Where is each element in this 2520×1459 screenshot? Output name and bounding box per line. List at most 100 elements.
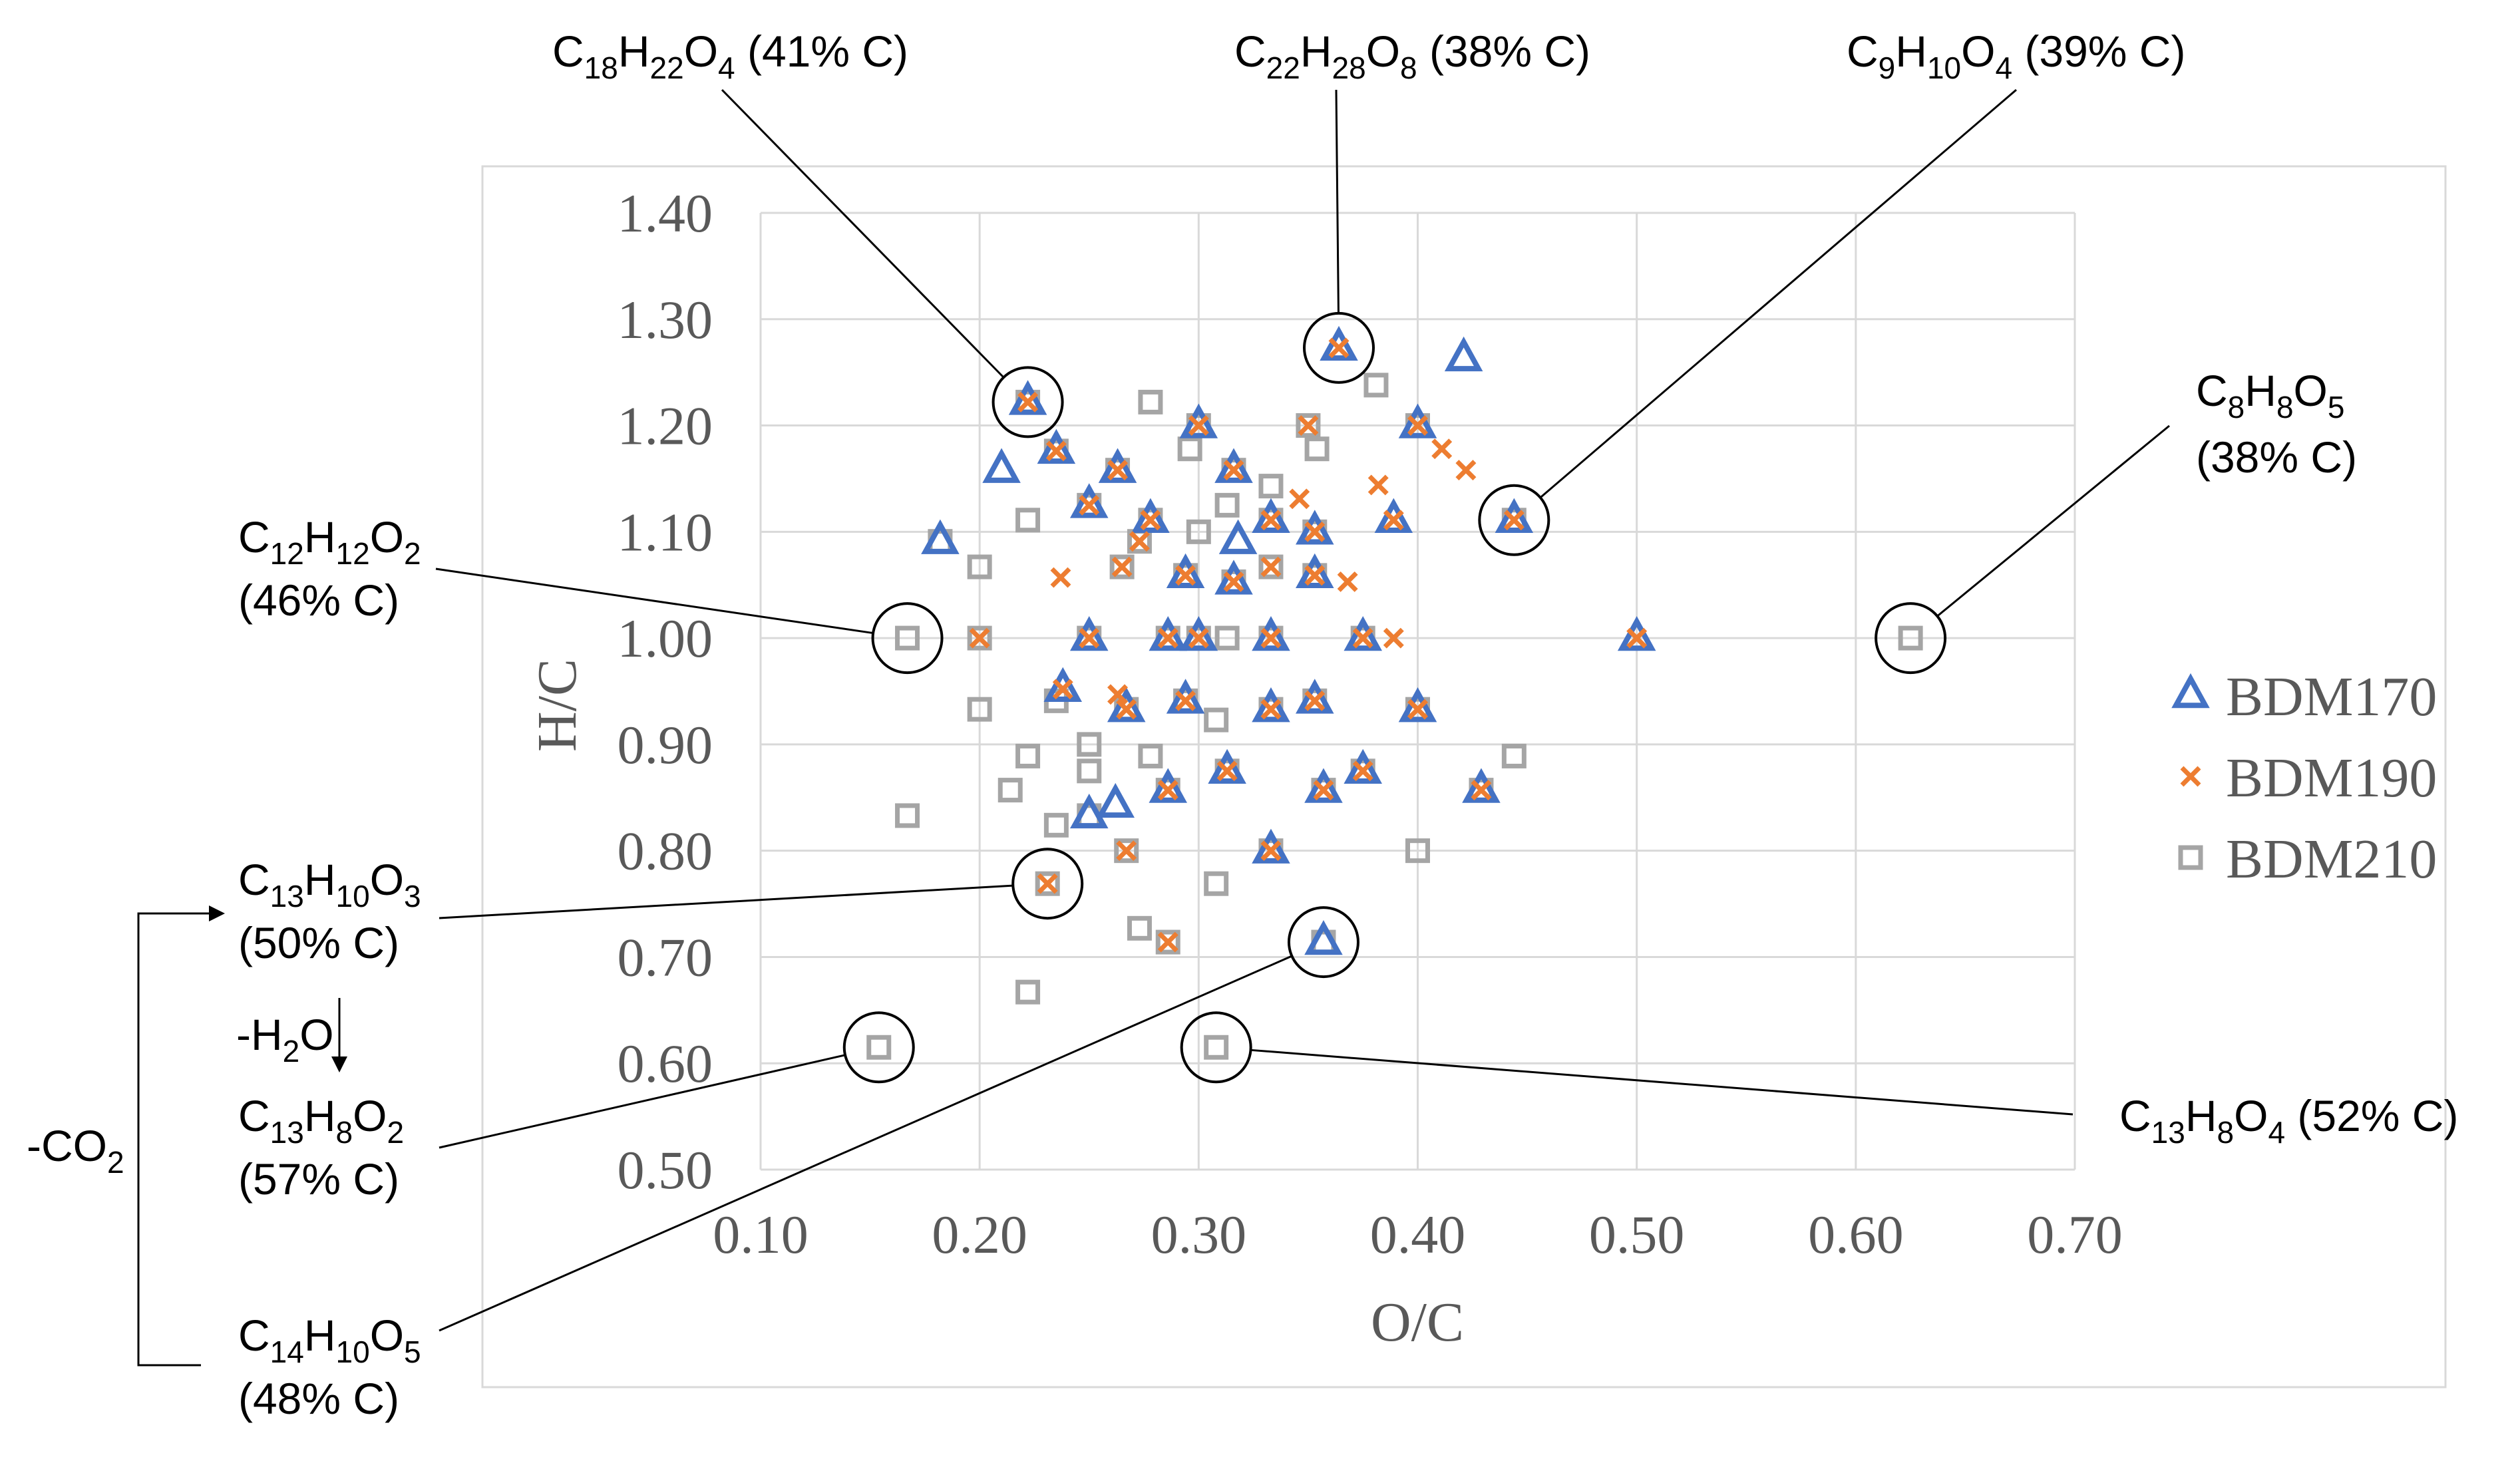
point-bdm170	[1166, 553, 1205, 589]
point-bdm170	[1166, 679, 1205, 714]
callout-leader-line	[439, 884, 1013, 919]
point-bdm170	[1304, 919, 1343, 955]
callout-formula: C14H10O5	[238, 1311, 421, 1369]
point-bdm210	[1077, 732, 1102, 757]
callout-carbon-content: (57% C)	[238, 1154, 399, 1204]
point-bdm170	[1320, 325, 1358, 361]
point-bdm170	[1344, 616, 1382, 651]
point-bdm210	[1177, 436, 1202, 462]
callout-carbon-content: (46% C)	[238, 575, 399, 625]
point-bdm170	[1179, 616, 1218, 651]
point-bdm210	[1043, 812, 1069, 838]
dehydration-arrow-head	[331, 1056, 347, 1072]
callout-circle	[1287, 906, 1359, 979]
point-bdm170	[1462, 768, 1501, 803]
point-bdm190	[1116, 840, 1137, 862]
callout-circle	[1875, 602, 1947, 675]
point-bdm190	[1304, 521, 1326, 542]
callout-leader-line	[439, 1054, 846, 1149]
point-bdm210	[1204, 1035, 1229, 1060]
point-bdm210	[1015, 508, 1041, 533]
legend-label: BDM170	[2226, 666, 2437, 728]
x-tick-label: 0.10	[713, 1204, 809, 1265]
point-bdm190	[1017, 391, 1039, 412]
gridlines	[759, 212, 2076, 1171]
point-bdm210	[1204, 871, 1229, 896]
point-bdm170	[1252, 828, 1290, 864]
point-bdm190	[1626, 627, 1648, 649]
point-bdm190	[1260, 510, 1282, 531]
callout-carbon-content: (48% C)	[238, 1374, 399, 1423]
point-bdm210	[1109, 554, 1135, 579]
point-bdm170	[1214, 560, 1253, 595]
x-axis-ticks: 0.10 0.20 0.30 0.40 0.50 0.60 0.70	[713, 1204, 2123, 1265]
x-tick-label: 0.20	[932, 1204, 1027, 1265]
point-bdm170	[1179, 403, 1218, 438]
point-bdm210	[967, 697, 992, 722]
legend-label: BDM210	[2226, 828, 2437, 890]
point-bdm170	[1344, 748, 1382, 784]
callout-circle	[991, 366, 1064, 438]
point-bdm190	[1313, 780, 1334, 801]
point-bdm190	[1157, 780, 1178, 801]
callout-circle	[1011, 848, 1084, 920]
series-bdm170	[921, 325, 1656, 955]
point-bdm170	[1214, 448, 1253, 483]
point-bdm170	[1398, 687, 1437, 723]
point-bdm170	[1208, 748, 1246, 784]
y-axis-ticks: 0.50 0.60 0.70 0.80 0.90 1.00 1.10 1.20 1.30 1.40	[618, 183, 713, 1200]
callout-leader-line	[435, 567, 874, 635]
point-bdm170	[1037, 428, 1076, 464]
legend: BDM170 BDM190 BDM210	[2171, 666, 2437, 890]
callout-c14h10o5: C14H10O5 (48% C)	[238, 906, 1359, 1423]
point-bdm170	[1252, 616, 1290, 651]
callout-formula: C18H22O4 (41% C)	[552, 27, 908, 85]
callout-formula: C12H12O2	[238, 512, 421, 571]
point-bdm210	[1015, 979, 1041, 1005]
point-bdm190	[1223, 571, 1244, 592]
series-bdm190	[969, 337, 1648, 953]
x-tick-label: 0.50	[1589, 1204, 1685, 1265]
point-bdm170	[1131, 498, 1170, 533]
point-bdm170	[1374, 498, 1413, 533]
point-bdm210	[1405, 838, 1430, 864]
y-tick-label: 0.50	[618, 1140, 713, 1200]
point-bdm190	[1352, 627, 1373, 649]
point-bdm210	[1186, 519, 1211, 544]
legend-marker-bdm190	[2180, 766, 2201, 787]
point-bdm190	[1107, 684, 1129, 705]
callout-circle	[842, 1011, 915, 1084]
point-bdm170	[1043, 667, 1083, 703]
point-bdm190	[1188, 627, 1209, 649]
point-bdm170	[1398, 403, 1437, 438]
point-bdm190	[1260, 699, 1282, 720]
point-bdm170	[1495, 498, 1534, 533]
point-bdm170	[1252, 498, 1290, 533]
callout-formula: C8H8O5	[2196, 366, 2344, 424]
point-bdm170	[1617, 616, 1656, 651]
callout-c13h10o3: C13H10O3 (50% C)	[238, 848, 1084, 967]
legend-marker-bdm210	[2178, 845, 2203, 870]
point-bdm210	[1204, 707, 1229, 732]
point-bdm190	[1157, 627, 1178, 649]
callout-leader-line	[721, 88, 1005, 379]
legend-label: BDM190	[2226, 747, 2437, 809]
point-bdm210	[1258, 554, 1284, 579]
point-bdm170	[1096, 782, 1135, 818]
callout-carbon-content: (50% C)	[238, 918, 399, 967]
x-tick-label: 0.70	[2027, 1204, 2123, 1265]
y-tick-label: 0.80	[618, 821, 713, 882]
point-bdm190	[1107, 460, 1129, 481]
decarboxylation-arrow-head	[209, 905, 225, 921]
callout-formula: C13H10O3	[238, 855, 421, 913]
point-bdm170	[1444, 336, 1483, 372]
y-axis-title: H/C	[526, 659, 588, 752]
callout-c22h28o8: C22H28O8 (38% C)	[1234, 27, 1590, 384]
point-bdm210	[1035, 871, 1060, 896]
point-bdm190	[1157, 931, 1178, 953]
callout-leader-line	[1936, 424, 2170, 617]
point-bdm170	[1149, 616, 1188, 651]
point-bdm210	[1304, 436, 1330, 462]
point-bdm210	[1138, 743, 1163, 768]
